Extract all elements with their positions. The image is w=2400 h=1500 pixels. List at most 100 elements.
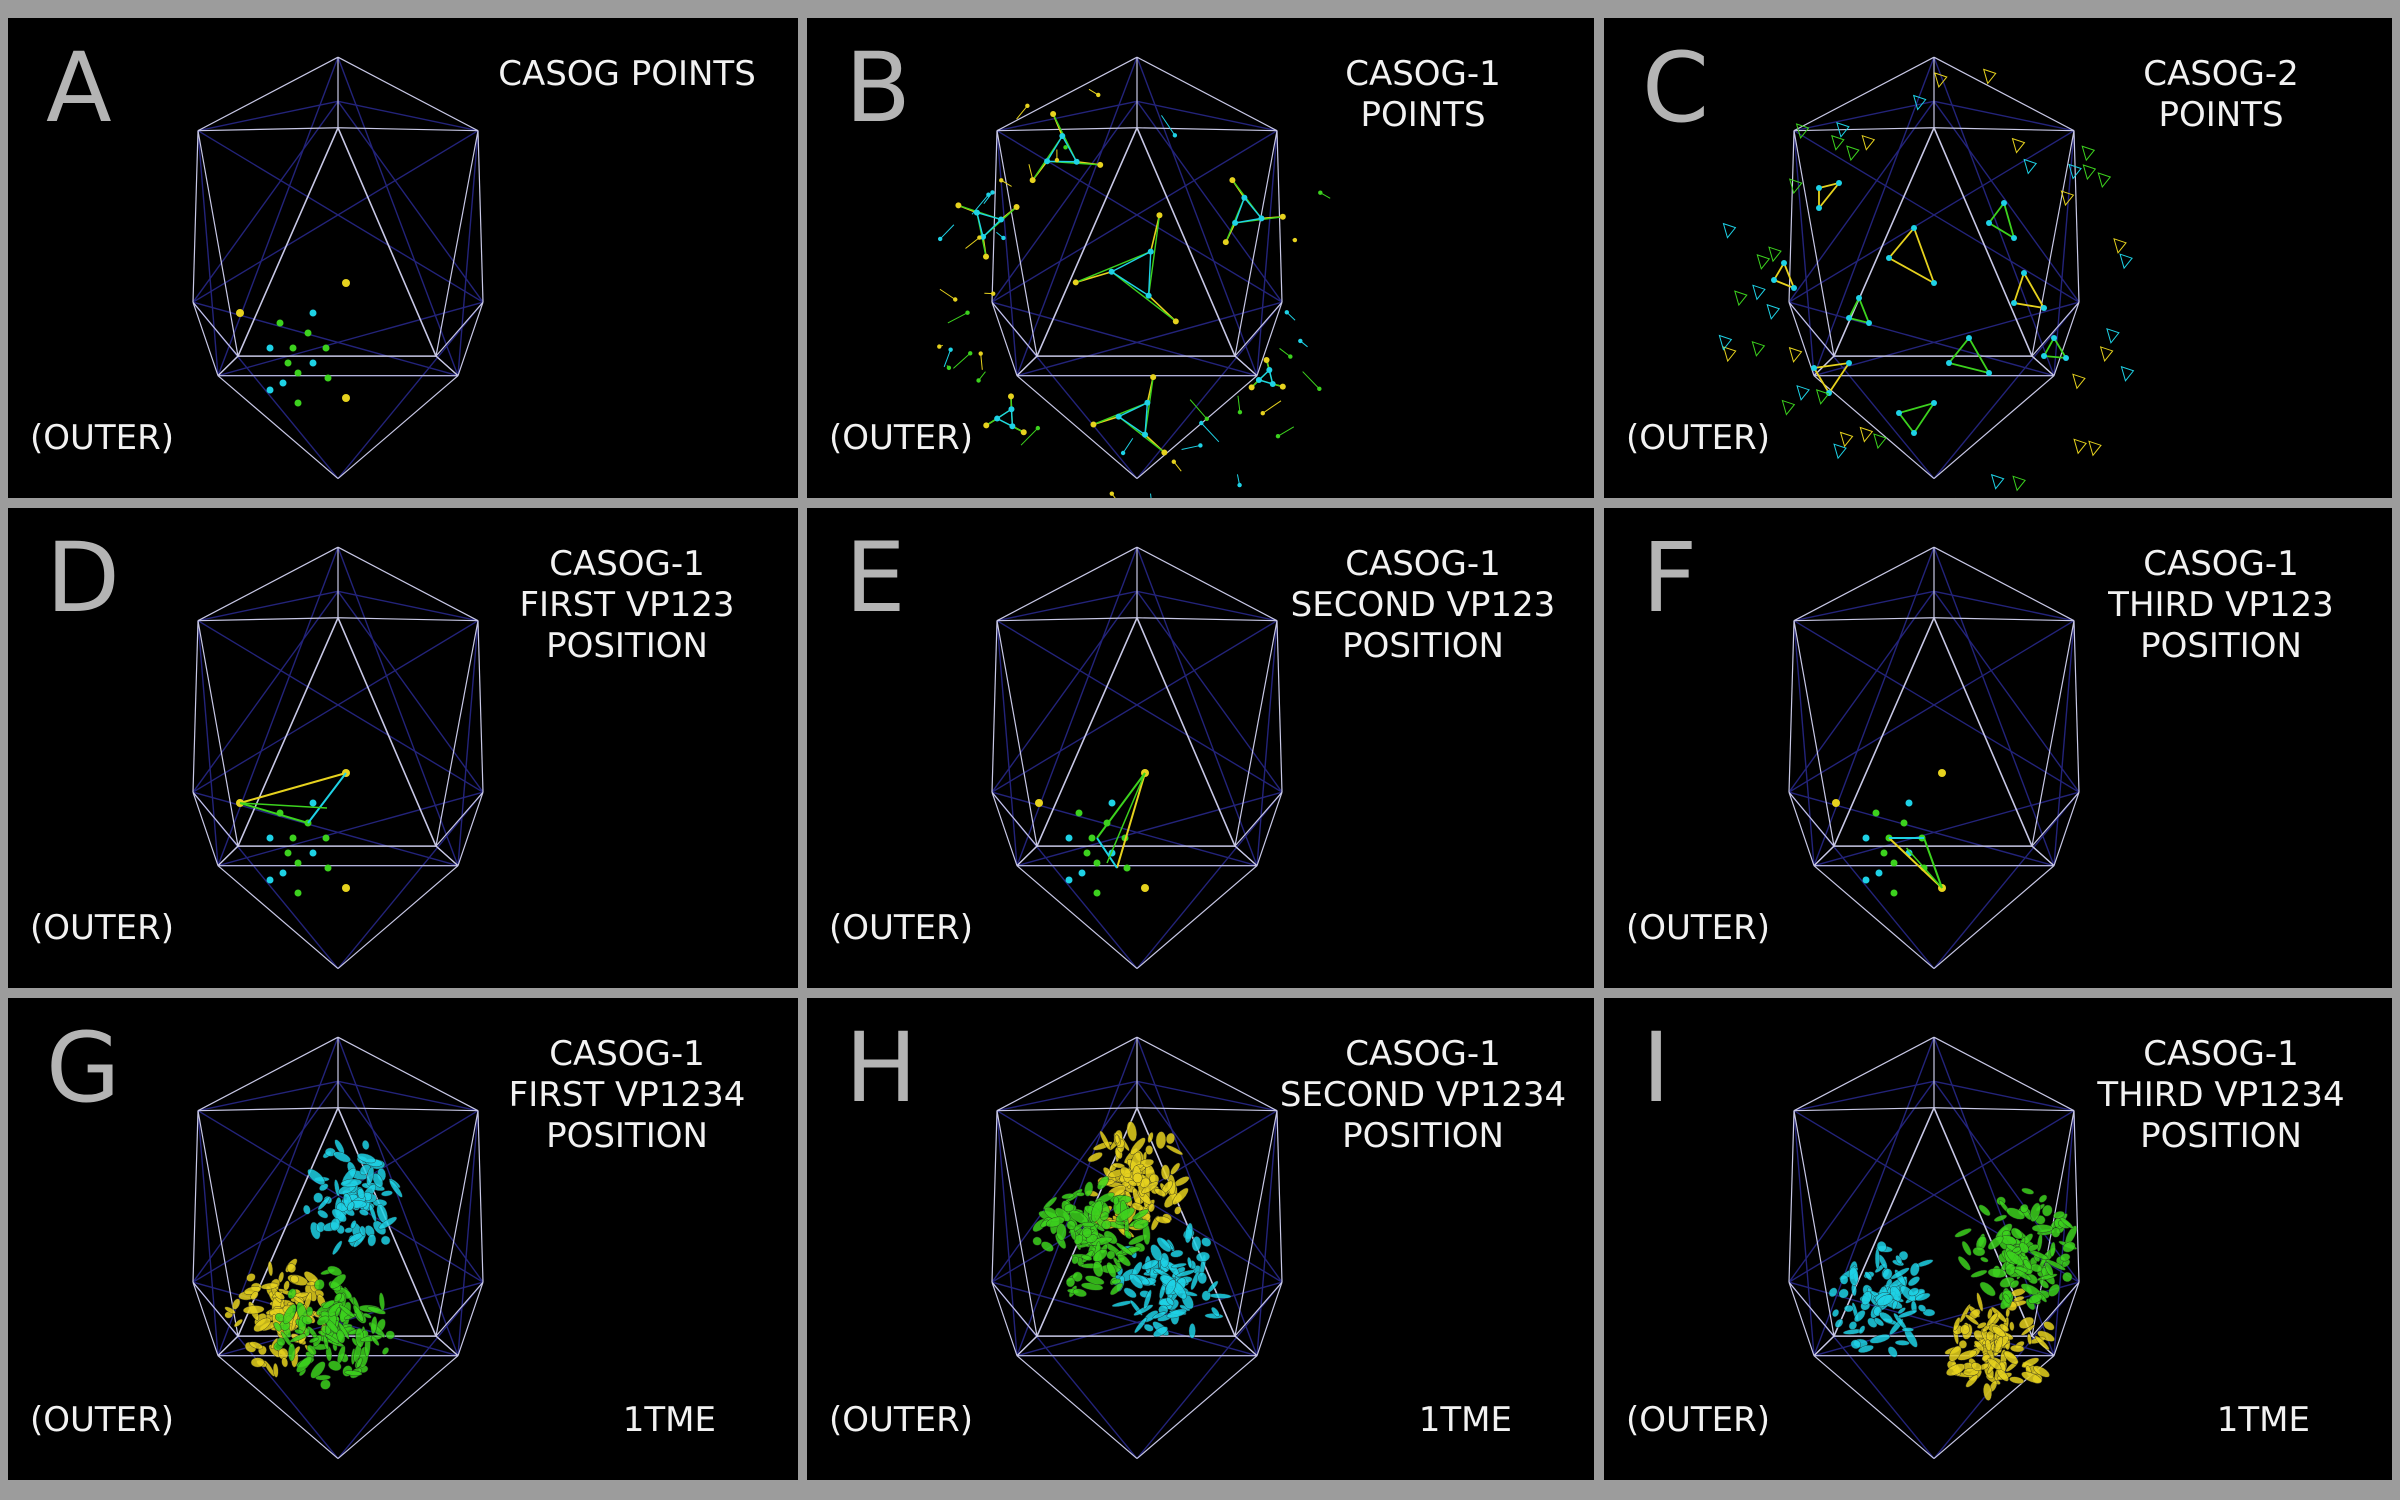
network-node (1109, 491, 1115, 496)
back-edge (991, 1281, 1258, 1357)
ribbon-strand (1156, 1237, 1172, 1253)
front-edge (1788, 620, 1795, 793)
network-node (1229, 177, 1236, 184)
network-node (1292, 237, 1298, 243)
back-edge (1136, 590, 1283, 793)
ribbon-strand (1999, 1323, 2010, 1332)
ribbon-strand (1160, 1164, 1171, 1180)
front-edge (1276, 620, 1283, 793)
green-point (324, 374, 332, 382)
front-edge (197, 546, 339, 622)
network-triangle (1045, 134, 1078, 163)
casog2-triangle (1751, 341, 1766, 357)
front-edge (1276, 1110, 1283, 1283)
casog2-node (1896, 410, 1902, 416)
ribbon-strand (1850, 1339, 1861, 1350)
back-edge (1793, 590, 1935, 622)
casog2-triangle (1718, 334, 1733, 351)
casog2-triangle (1818, 181, 1842, 211)
casog2-triangle (1839, 431, 1854, 448)
central-face (236, 125, 438, 357)
front-edge (1793, 56, 1935, 132)
ribbon-strand (1043, 1196, 1058, 1210)
ribbon-strand (1201, 1237, 1212, 1247)
ribbon-strand (1170, 1162, 1181, 1175)
ribbon-strand (1907, 1276, 1920, 1287)
cyan-point (309, 359, 317, 367)
ribbon-strand (1897, 1307, 1906, 1315)
ribbon-strand (1828, 1287, 1838, 1298)
yellow-protein (1944, 1288, 2055, 1401)
cyan-point (1065, 876, 1073, 884)
network-node (1317, 386, 1322, 392)
ribbon-strand (1061, 1193, 1075, 1200)
ribbon-strand (2021, 1357, 2040, 1368)
back-edge (1788, 1110, 2075, 1283)
ribbon-strand (1876, 1241, 1887, 1253)
cyan-point (266, 386, 274, 394)
ribbon-strand (1101, 1220, 1112, 1230)
central-face (1832, 125, 2034, 357)
ribbon-strand (328, 1360, 342, 1371)
ribbon-strand (1134, 1317, 1148, 1334)
back-edge (1016, 791, 1283, 867)
ribbon-strand (1190, 1271, 1200, 1291)
ribbon-strand (2019, 1203, 2029, 1213)
back-edge (1016, 301, 1283, 377)
ribbon-strand (1895, 1255, 1903, 1265)
ribbon-strand (378, 1292, 385, 1311)
ribbon-strand (1152, 1311, 1167, 1319)
ribbon-strand (1117, 1253, 1131, 1267)
panel-content-casog1-network (937, 88, 1331, 498)
casog2-node (1986, 370, 1992, 376)
casog2-triangle (1722, 222, 1737, 239)
panel-content-casog2-network (1718, 68, 2135, 498)
ribbon-strand (308, 1337, 320, 1343)
network-node (948, 347, 953, 352)
network-node (983, 253, 990, 260)
network-node (946, 365, 952, 371)
ribbon-strand (2009, 1321, 2015, 1331)
yellow-protein (1085, 1121, 1190, 1238)
casog2-node (1781, 260, 1787, 266)
front-edge (1788, 1282, 1815, 1356)
ribbon-strand (2049, 1241, 2056, 1257)
casog2-triangle (1722, 346, 1737, 363)
casog2-node (1886, 255, 1892, 261)
panel-title: CASOG-1 POINTS (1345, 54, 1501, 135)
ribbon-strand (2013, 1268, 2032, 1281)
ribbon-strand (249, 1341, 264, 1350)
casog2-triangle (2120, 365, 2135, 382)
ribbon-strand (1901, 1327, 1914, 1333)
green-point (1075, 809, 1083, 817)
green-point (304, 329, 312, 337)
vp123-link (239, 802, 309, 824)
network-node (955, 202, 962, 209)
panel-title: CASOG-2 POINTS (2143, 54, 2299, 135)
green-point (322, 344, 330, 352)
casog2-triangle (1756, 254, 1771, 270)
green-point (1872, 809, 1880, 817)
back-edge (1256, 620, 1278, 866)
ribbon-strand (1985, 1339, 1992, 1352)
ribbon-strand (307, 1168, 326, 1186)
ribbon-strand (317, 1209, 329, 1219)
back-edge (1793, 1080, 1935, 1112)
network-node (1171, 459, 1177, 464)
back-edge (1136, 1080, 1278, 1112)
ribbon-strand (1834, 1318, 1844, 1328)
ribbon-strand (313, 1192, 324, 1203)
front-edge (217, 375, 339, 480)
front-edge (435, 1335, 459, 1357)
network-link (1020, 427, 1039, 446)
network-node (1059, 132, 1066, 139)
back-edge (197, 130, 484, 303)
ribbon-strand (2031, 1224, 2054, 1233)
ribbon-strand (1072, 1271, 1083, 1282)
network-link (1302, 371, 1320, 390)
ribbon-strand (357, 1188, 365, 1199)
network-node (1172, 318, 1179, 325)
ribbon-strand (1148, 1203, 1155, 1213)
front-edge (2053, 792, 2080, 866)
ribbon-strand (359, 1225, 367, 1236)
